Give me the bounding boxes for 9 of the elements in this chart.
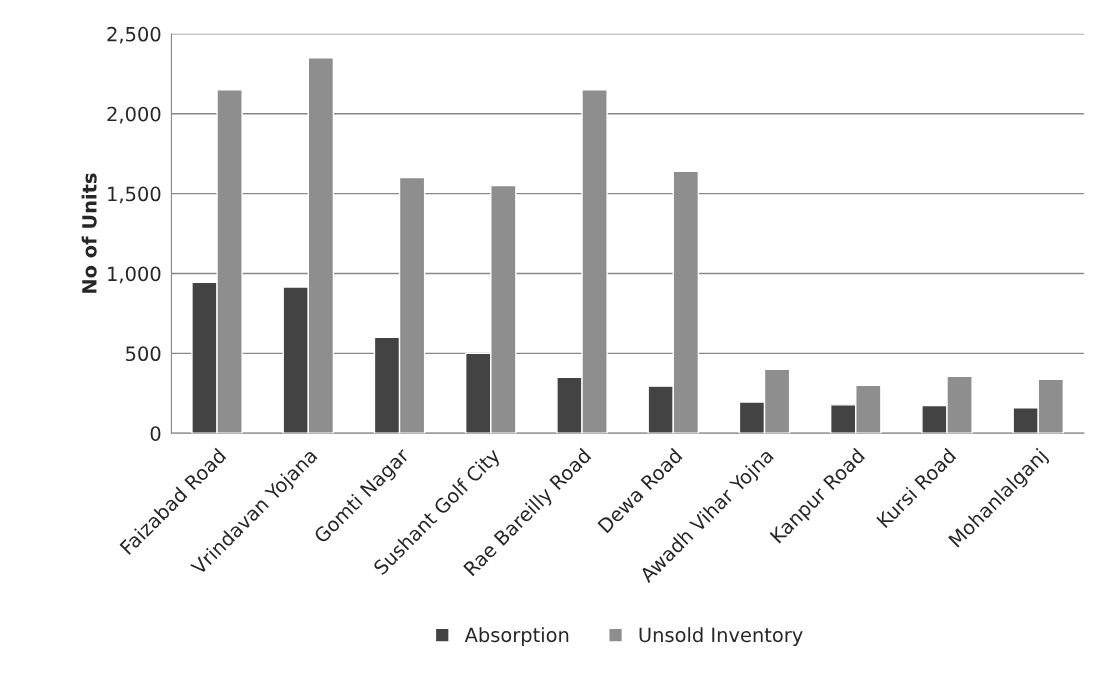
y-axis-title: No of Units (81, 173, 97, 293)
y-tick-label: 1,000 (108, 266, 161, 284)
y-tick-label: 1,500 (108, 186, 161, 204)
legend-label: Absorption (464, 627, 569, 646)
y-tick-label: 500 (126, 346, 161, 362)
legend-label: Unsold Inventory (639, 627, 803, 646)
y-tick-label: 2,000 (107, 106, 161, 124)
y-tick-label: 0 (150, 426, 161, 441)
y-tick-label: 2,500 (107, 26, 161, 44)
